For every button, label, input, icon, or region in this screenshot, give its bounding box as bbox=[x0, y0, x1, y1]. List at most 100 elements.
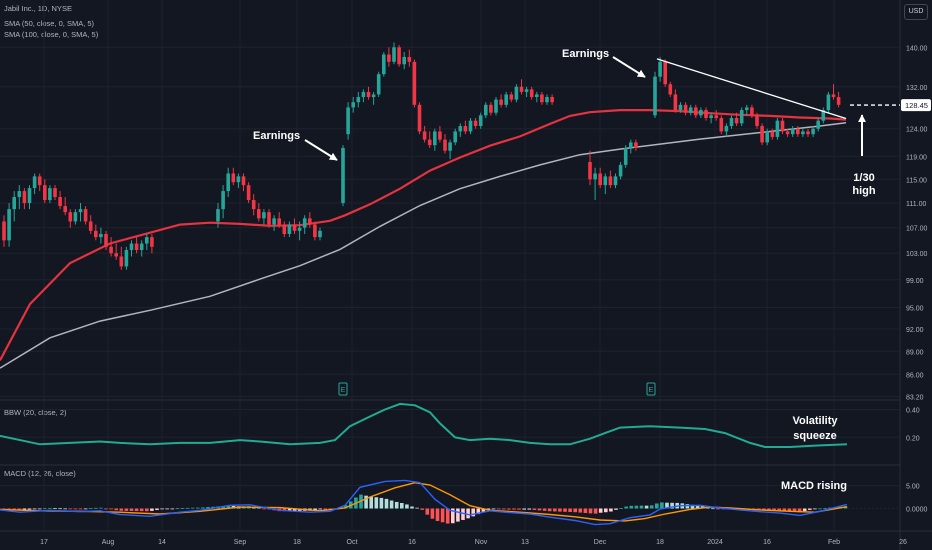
candle-body bbox=[83, 209, 88, 222]
macd-histogram-bar bbox=[496, 508, 501, 510]
macd-histogram-bar bbox=[119, 508, 124, 511]
macd-tick-label: 0.0000 bbox=[906, 507, 928, 514]
macd-histogram-bar bbox=[491, 508, 496, 510]
candle-body bbox=[427, 139, 432, 146]
macd-histogram-bar bbox=[522, 508, 526, 510]
candle-body bbox=[139, 243, 144, 250]
candle-body bbox=[545, 97, 549, 103]
macd-histogram-bar bbox=[588, 508, 593, 514]
macd-histogram-bar bbox=[787, 508, 792, 512]
macd-histogram-bar bbox=[405, 504, 409, 509]
macd-histogram-bar bbox=[609, 508, 613, 512]
high-date-label: 1/30 bbox=[853, 172, 874, 184]
candle-body bbox=[313, 224, 317, 238]
candle-body bbox=[392, 47, 396, 62]
candle-body bbox=[145, 237, 149, 244]
high-label: high bbox=[852, 185, 875, 197]
candle-body bbox=[48, 188, 52, 201]
macd-histogram-bar bbox=[792, 508, 797, 512]
x-tick-label: 13 bbox=[521, 539, 529, 546]
macd-histogram-bar bbox=[451, 508, 455, 524]
x-tick-label: Oct bbox=[347, 539, 358, 546]
macd-histogram-bar bbox=[797, 508, 802, 513]
candle-body bbox=[341, 147, 345, 204]
macd-histogram-bar bbox=[502, 508, 506, 510]
macd-histogram-bar bbox=[507, 508, 511, 510]
macd-histogram-bar bbox=[578, 508, 583, 513]
macd-histogram-bar bbox=[481, 508, 486, 512]
macd-histogram-bar bbox=[445, 508, 450, 524]
macd-histogram-bar bbox=[547, 508, 552, 512]
currency-button[interactable]: USD bbox=[904, 4, 928, 20]
macd-histogram-bar bbox=[201, 507, 205, 509]
macd-histogram-bar bbox=[430, 508, 435, 519]
macd-histogram-bar bbox=[537, 508, 542, 511]
macd-histogram-bar bbox=[420, 508, 424, 510]
candle-body bbox=[593, 173, 597, 180]
macd-histogram-bar bbox=[262, 508, 266, 510]
macd-histogram-bar bbox=[323, 508, 328, 510]
candle-body bbox=[119, 256, 124, 267]
candle-body bbox=[504, 94, 508, 105]
candle-body bbox=[453, 131, 457, 143]
candle-body bbox=[226, 173, 230, 192]
macd-histogram-bar bbox=[649, 505, 654, 509]
earnings-marker-label: E bbox=[341, 387, 346, 394]
candle-body bbox=[287, 224, 292, 234]
candle-body bbox=[785, 131, 790, 135]
candle-body bbox=[297, 227, 302, 231]
macd-histogram-bar bbox=[685, 504, 690, 509]
y-tick-label: 107.00 bbox=[906, 226, 928, 233]
macd-histogram-bar bbox=[558, 508, 562, 512]
macd-histogram-bar bbox=[772, 508, 776, 511]
macd-histogram-bar bbox=[532, 508, 537, 510]
earnings-arrow bbox=[612, 56, 646, 78]
macd-histogram-bar bbox=[206, 507, 210, 509]
macd-tick-label: 5.00 bbox=[906, 484, 920, 491]
candle-body bbox=[267, 212, 271, 225]
x-tick-label: 17 bbox=[40, 539, 48, 546]
macd-histogram-bar bbox=[282, 508, 287, 512]
x-tick-label: 18 bbox=[293, 539, 301, 546]
macd-histogram-bar bbox=[175, 508, 180, 510]
macd-histogram-bar bbox=[598, 508, 603, 513]
candle-body bbox=[734, 117, 739, 124]
macd-histogram-bar bbox=[400, 503, 404, 509]
macd-legend: MACD (12, 26, close) bbox=[4, 469, 76, 478]
candle-body bbox=[114, 253, 118, 257]
macd-histogram-bar bbox=[139, 508, 144, 512]
candle-body bbox=[765, 131, 769, 143]
candle-body bbox=[499, 99, 503, 105]
candle-body bbox=[473, 120, 478, 127]
macd-histogram-bar bbox=[767, 508, 771, 511]
candle-body bbox=[448, 142, 452, 151]
candle-body bbox=[73, 212, 78, 222]
trendline bbox=[656, 58, 847, 120]
macd-histogram-bar bbox=[180, 507, 185, 509]
candle-body bbox=[806, 131, 810, 135]
candle-body bbox=[94, 230, 98, 238]
candle-body bbox=[262, 212, 266, 219]
macd-histogram-bar bbox=[568, 508, 572, 512]
candle-body bbox=[478, 115, 483, 127]
macd-histogram-bar bbox=[629, 505, 634, 509]
sma50-legend: SMA (50, close, 0, SMA, 5) bbox=[4, 19, 95, 28]
bbw-legend: BBW (20, close, 2) bbox=[4, 408, 67, 417]
candle-body bbox=[402, 56, 406, 65]
candle-body bbox=[780, 120, 785, 132]
candle-body bbox=[104, 233, 108, 247]
macd-histogram-bar bbox=[690, 504, 695, 509]
macd-histogram-bar bbox=[369, 496, 373, 509]
macd-histogram-bar bbox=[425, 508, 430, 515]
macd-histogram-bar bbox=[394, 501, 399, 509]
candle-body bbox=[714, 115, 718, 118]
macd-histogram-bar bbox=[476, 508, 481, 515]
candle-body bbox=[750, 107, 754, 116]
macd-histogram-bar bbox=[813, 508, 817, 510]
candle-body bbox=[351, 102, 355, 108]
candle-body bbox=[540, 94, 544, 103]
y-tick-label: 132.00 bbox=[906, 85, 928, 92]
macd-histogram-bar bbox=[639, 505, 644, 509]
